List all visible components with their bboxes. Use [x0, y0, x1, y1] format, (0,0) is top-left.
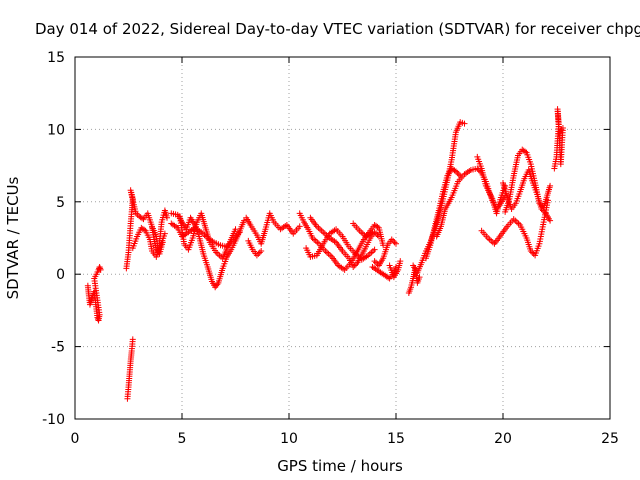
- axis-ticks: [74, 56, 611, 420]
- data-point: [555, 130, 562, 137]
- data-point: [96, 263, 103, 270]
- x-tick-label: 10: [280, 431, 298, 447]
- data-point: [385, 274, 392, 281]
- data-point: [139, 215, 146, 222]
- data-point: [350, 263, 357, 270]
- sdtvar-track: [551, 106, 566, 172]
- y-axis-title: SDTVAR / TECUs: [4, 176, 22, 299]
- data-point: [161, 230, 168, 237]
- y-tick-labels: -10 -5 0 5 10 15: [42, 50, 65, 428]
- data-point: [539, 207, 546, 214]
- sdtvar-track: [176, 210, 239, 262]
- x-tick-label: 20: [494, 431, 512, 447]
- x-tick-label: 25: [601, 431, 619, 447]
- sdtvar-track: [350, 220, 376, 240]
- data-point: [369, 229, 376, 236]
- sdtvar-track: [245, 237, 265, 259]
- data-point: [296, 223, 303, 230]
- data-point: [351, 262, 358, 269]
- sdtvar-track: [124, 336, 136, 402]
- data-point: [527, 248, 534, 255]
- data-point: [371, 258, 378, 265]
- data-point: [393, 240, 399, 247]
- y-tick-label: 5: [56, 195, 65, 211]
- data-point: [375, 233, 382, 240]
- y-tick-label: 10: [47, 122, 65, 138]
- sdtvar-track: [84, 263, 104, 324]
- y-tick-label: 0: [56, 267, 65, 283]
- sdtvar-track: [474, 153, 509, 217]
- data-point: [522, 148, 529, 155]
- data-point: [253, 252, 260, 259]
- y-tick-label: -10: [42, 412, 65, 428]
- data-point: [391, 239, 398, 246]
- x-tick-label: 0: [71, 431, 80, 447]
- data-point: [373, 230, 380, 237]
- data-point: [454, 169, 461, 176]
- x-tick-labels: 0 5 10 15 20 25: [71, 431, 619, 447]
- sdtvar-track: [149, 224, 166, 257]
- data-point: [374, 232, 381, 239]
- x-tick-label: 15: [387, 431, 405, 447]
- data-point: [475, 166, 482, 173]
- data-point: [397, 258, 404, 265]
- data-point: [97, 266, 104, 273]
- data-point: [164, 214, 171, 221]
- sdtvar-track: [243, 210, 303, 247]
- data-point: [353, 261, 360, 268]
- data-point: [258, 248, 265, 255]
- plot-frame: [74, 56, 611, 420]
- y-tick-label: -5: [51, 340, 65, 356]
- data-point: [256, 249, 263, 256]
- data-point: [159, 239, 166, 246]
- data-point: [547, 182, 554, 189]
- data-points: [84, 106, 566, 402]
- data-point: [255, 250, 262, 257]
- data-point: [374, 223, 381, 230]
- data-point: [371, 246, 378, 253]
- sdtvar-track: [371, 236, 399, 269]
- chart-title: Day 014 of 2022, Sidereal Day-to-day VTE…: [35, 20, 640, 38]
- data-point: [97, 265, 104, 272]
- sdtvar-track: [500, 166, 554, 224]
- data-point: [416, 274, 423, 281]
- sdtvar-track: [307, 214, 382, 270]
- data-point: [232, 226, 239, 233]
- data-point: [390, 237, 397, 244]
- data-point: [373, 259, 380, 266]
- data-point: [129, 336, 136, 343]
- sdtvar-track: [386, 258, 404, 281]
- x-tick-label: 5: [178, 431, 187, 447]
- data-point: [455, 171, 462, 178]
- x-axis-title: GPS time / hours: [277, 457, 403, 475]
- data-point: [141, 226, 148, 233]
- data-point: [547, 217, 554, 224]
- data-point: [388, 236, 395, 243]
- data-point: [541, 208, 548, 215]
- data-point: [538, 206, 545, 213]
- data-point: [214, 281, 221, 288]
- data-point: [461, 120, 468, 127]
- data-point: [529, 249, 536, 256]
- y-tick-label: 15: [47, 50, 65, 66]
- data-point: [452, 168, 459, 175]
- sdtvar-track: [303, 226, 378, 263]
- data-point: [236, 229, 243, 236]
- sdtvar-track: [478, 197, 551, 259]
